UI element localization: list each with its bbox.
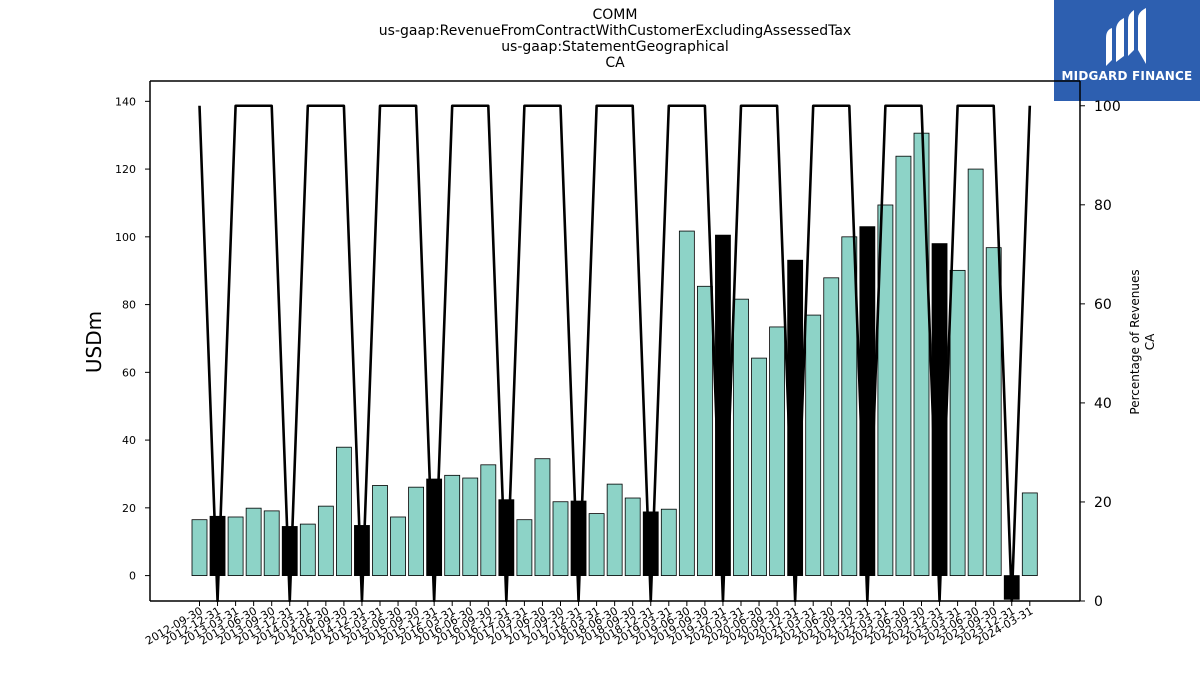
y2-tick-label-40: 40 (1094, 396, 1112, 412)
bar-2020-12-31 (787, 259, 804, 576)
bar-2016-03-31 (444, 474, 461, 576)
bar-2019-03-31 (660, 508, 677, 576)
bar-2024-03-31 (1021, 492, 1038, 576)
bar-2021-09-30 (841, 236, 858, 576)
bar-2014-03-31 (299, 523, 316, 576)
bar-2018-09-30 (624, 497, 641, 576)
bar-2017-06-30 (534, 458, 551, 576)
bar-2020-09-30 (769, 326, 785, 576)
bar-2016-12-31 (498, 499, 515, 576)
y2-tick-label-80: 80 (1094, 198, 1112, 214)
bar-2015-03-31 (372, 485, 388, 576)
bar-2022-09-30 (913, 132, 930, 576)
bar-2015-06-30 (390, 516, 406, 576)
bar-2019-09-30 (697, 285, 713, 576)
bar-2023-09-30 (985, 247, 1002, 576)
bar-2017-12-31 (570, 500, 587, 576)
bar-2021-03-31 (805, 314, 822, 576)
bar-2019-06-30 (678, 230, 695, 576)
y-tick-label-60: 60 (122, 366, 136, 379)
y-tick-label-120: 120 (115, 163, 136, 176)
y-tick-label-100: 100 (115, 231, 136, 244)
x-ticks-group: 2012-09-302012-12-312013-03-312013-06-30… (143, 601, 1035, 648)
bar-2017-09-30 (552, 501, 569, 576)
bar-2013-03-31 (227, 516, 244, 576)
bar-2012-09-30 (191, 519, 208, 576)
y2-tick-label-20: 20 (1094, 495, 1112, 511)
bar-2020-06-30 (751, 357, 767, 576)
y2-tick-label-0: 0 (1094, 594, 1103, 610)
y-tick-label-20: 20 (122, 502, 136, 515)
bar-2018-06-30 (606, 483, 623, 576)
bar-2017-03-31 (516, 519, 533, 576)
bar-2023-06-30 (967, 168, 984, 576)
bar-2020-03-31 (733, 298, 749, 576)
bar-2013-06-30 (245, 507, 262, 576)
y-ticks-group: 0 20 40 60 80 100 120 140 (115, 95, 150, 583)
midgard-logo-icon (1106, 8, 1146, 66)
bar-2019-12-31 (715, 234, 731, 576)
bars-group (191, 132, 1038, 600)
chart-title-line-1: COMM (592, 7, 638, 23)
y2-tick-label-60: 60 (1094, 297, 1112, 313)
chart-title-line-3: us-gaap:StatementGeographical (501, 39, 729, 55)
plot-frame (149, 80, 1081, 602)
bar-2022-03-31 (877, 204, 894, 576)
bar-2022-12-31 (931, 243, 948, 576)
y2-ticks-group: 0 20 40 60 80 100 (1080, 99, 1121, 610)
bar-2022-06-30 (895, 155, 912, 576)
line-group (198, 104, 1032, 603)
bar-2014-09-30 (335, 446, 352, 576)
logo-text: MIDGARD FINANCE (1061, 69, 1193, 83)
bar-2021-12-31 (859, 226, 876, 576)
bar-2021-06-30 (823, 277, 840, 576)
percentage-line (198, 104, 1032, 603)
y2-tick-label-100: 100 (1094, 99, 1121, 115)
bar-2015-12-31 (426, 478, 443, 576)
y-tick-label-80: 80 (122, 299, 136, 312)
bar-2015-09-30 (408, 486, 425, 576)
y-tick-label-140: 140 (115, 95, 136, 108)
midgard-finance-logo: MIDGARD FINANCE (1054, 0, 1200, 101)
chart-title-line-2: us-gaap:RevenueFromContractWithCustomerE… (378, 23, 852, 39)
bar-2018-03-31 (588, 513, 605, 576)
bar-2023-03-31 (949, 269, 966, 576)
y-tick-label-0: 0 (129, 570, 136, 583)
bar-2013-09-30 (263, 510, 280, 576)
chart-title-line-4: CA (605, 55, 625, 71)
bar-2014-06-30 (317, 505, 334, 576)
bar-2016-09-30 (480, 464, 497, 576)
bar-2016-06-30 (462, 477, 479, 576)
y-tick-label-40: 40 (122, 434, 136, 447)
